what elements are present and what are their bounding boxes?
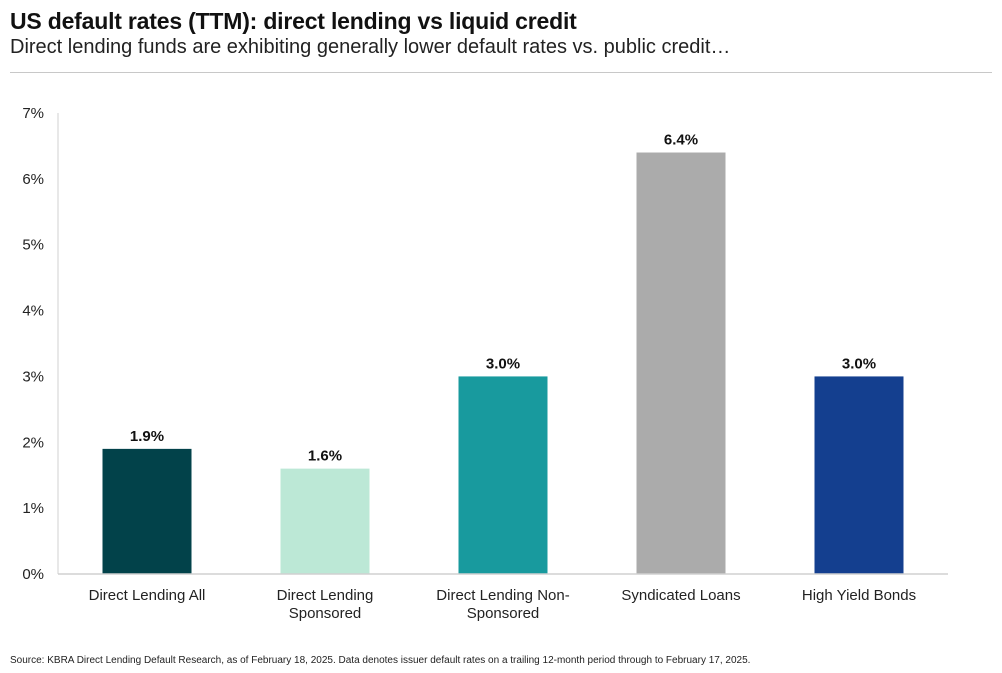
y-tick-label: 4%: [22, 303, 44, 320]
bar: [280, 468, 370, 574]
chart-subtitle: Direct lending funds are exhibiting gene…: [10, 36, 731, 58]
x-tick-label: Direct Lending Non-: [436, 587, 569, 604]
x-tick-label: Direct Lending: [277, 587, 374, 604]
x-tick-label: High Yield Bonds: [802, 587, 916, 604]
y-tick-label: 5%: [22, 237, 44, 254]
y-tick-label: 0%: [22, 566, 44, 583]
x-tick-label: Sponsored: [467, 605, 540, 622]
chart-title: US default rates (TTM): direct lending v…: [10, 8, 577, 34]
y-tick-label: 1%: [22, 500, 44, 517]
y-tick-label: 3%: [22, 368, 44, 385]
y-tick-label: 6%: [22, 171, 44, 188]
data-label: 3.0%: [842, 355, 876, 372]
y-tick-label: 7%: [22, 105, 44, 122]
x-tick-label: Syndicated Loans: [621, 587, 740, 604]
data-label: 6.4%: [664, 132, 698, 149]
x-tick-label: Sponsored: [289, 605, 362, 622]
y-tick-label: 2%: [22, 434, 44, 451]
bar: [458, 376, 548, 574]
source-note: Source: KBRA Direct Lending Default Rese…: [10, 655, 751, 666]
bar: [102, 448, 192, 574]
divider: [10, 72, 992, 73]
bar: [636, 152, 726, 574]
x-tick-label: Direct Lending All: [89, 587, 206, 604]
data-label: 1.9%: [130, 428, 164, 445]
data-label: 3.0%: [486, 355, 520, 372]
bar: [814, 376, 904, 574]
data-label: 1.6%: [308, 448, 342, 465]
